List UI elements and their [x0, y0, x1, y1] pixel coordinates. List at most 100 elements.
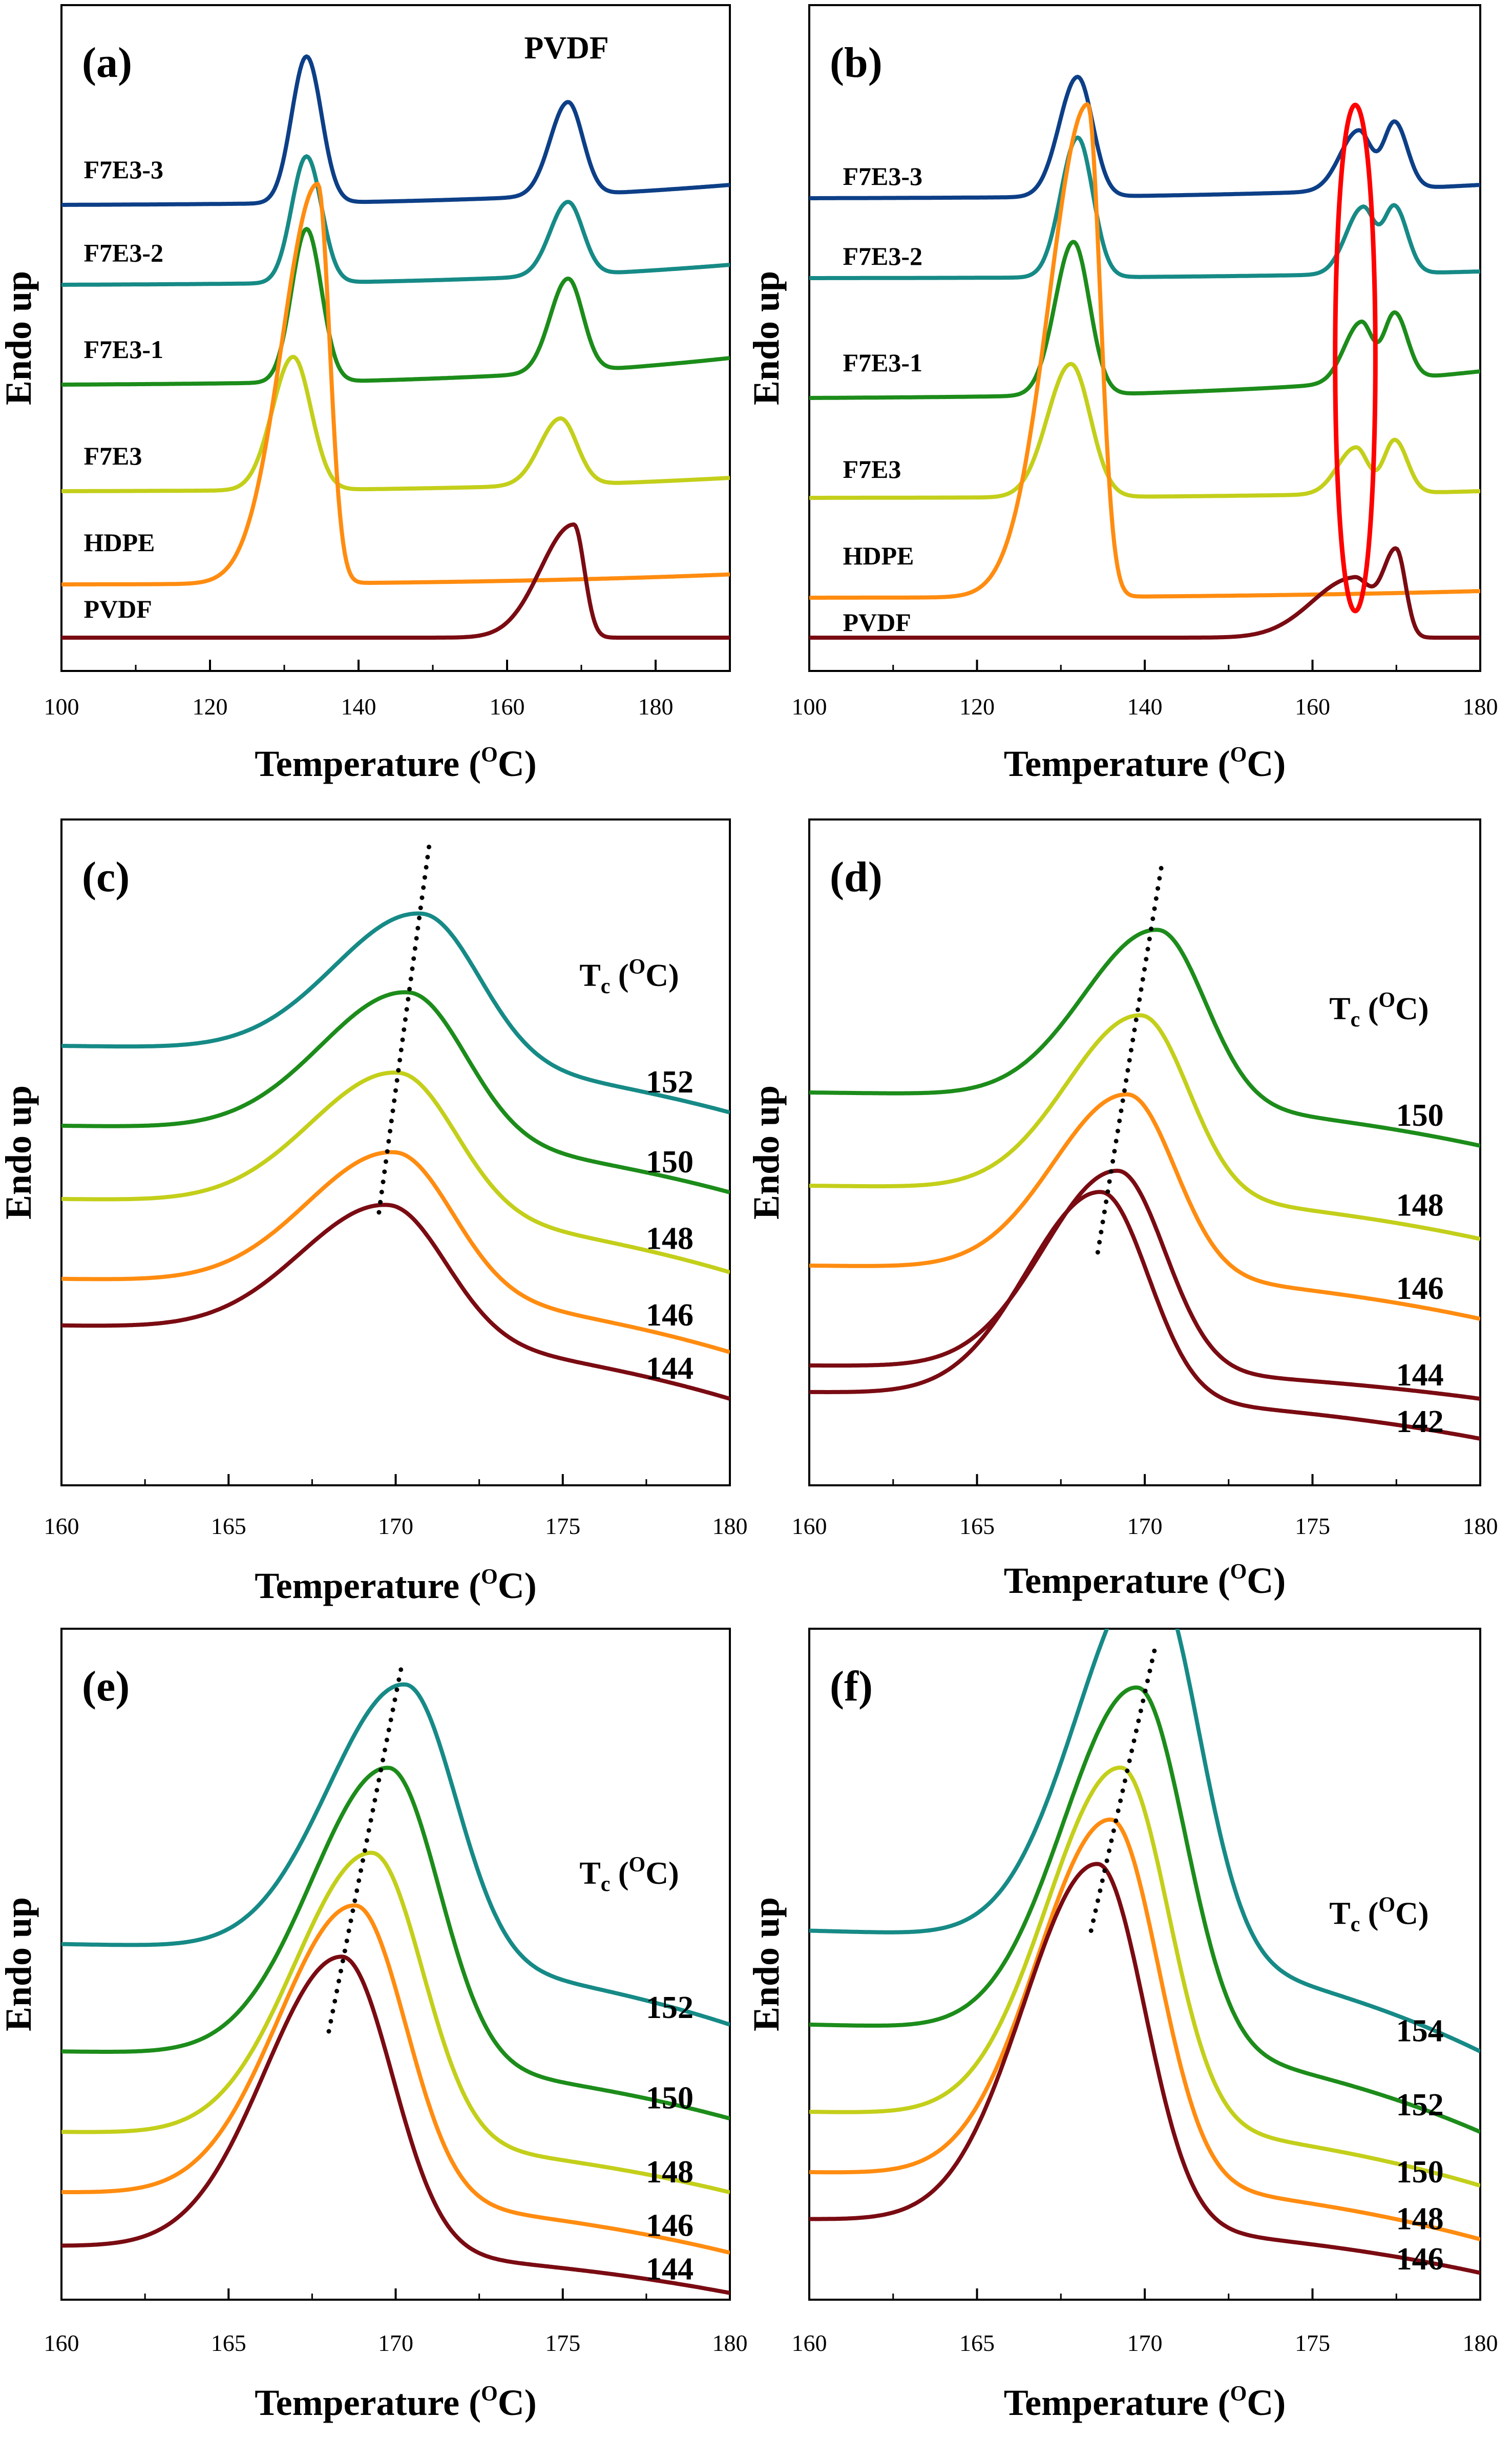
series-label: 148	[646, 1222, 694, 1256]
panel-f: 160 165 170 175 180 Temperature (OC) Endo up (f…	[746, 1628, 1498, 2423]
curves	[809, 75, 1480, 640]
series-line-150	[809, 928, 1480, 1148]
y-axis-label: Endo up	[0, 1085, 39, 1220]
x-tick-label: 140	[341, 693, 376, 720]
y-axis-label: Endo up	[0, 271, 39, 405]
x-tick-label: 180	[1463, 693, 1498, 720]
legend-title: Tc (OC)	[1329, 989, 1429, 1032]
series-line-hdpe	[61, 181, 730, 586]
panel-e: 160 165 170 175 180 Temperature (OC) Endo up (e…	[0, 1628, 748, 2423]
series-label: HDPE	[84, 528, 155, 557]
series-line-150	[61, 990, 730, 1194]
series-label: 146	[646, 1298, 694, 1333]
x-tick-label: 180	[712, 1513, 748, 1539]
y-axis-label: Endo up	[746, 1897, 787, 2031]
x-axis-label: Temperature (OC)	[1004, 743, 1286, 784]
series-line-144	[61, 1203, 730, 1401]
curves	[61, 911, 730, 1401]
series-line-f7e3-3	[61, 54, 730, 207]
series-label: F7E3	[84, 441, 142, 470]
series-label: 152	[1396, 2088, 1444, 2122]
x-tick-label: 180	[638, 693, 674, 720]
series-line-hdpe	[809, 102, 1480, 600]
series-line-142	[809, 1190, 1480, 1441]
series-label: 148	[1396, 2201, 1444, 2236]
curves	[61, 54, 730, 640]
x-tick-label: 160	[792, 1513, 827, 1539]
peak-trend-line	[326, 1660, 405, 2034]
series-line-pvdf	[809, 546, 1480, 640]
x-tick-label: 160	[490, 693, 525, 720]
y-axis-label: Endo up	[746, 271, 787, 405]
series-label: 144	[646, 1351, 694, 1386]
peak-trend-line	[376, 844, 432, 1215]
peak-trend-line	[1095, 864, 1164, 1255]
curves	[809, 928, 1480, 1441]
series-label: 150	[646, 1145, 694, 1180]
series-label: PVDF	[84, 595, 152, 623]
x-tick-label: 165	[959, 2330, 995, 2356]
x-tick-label: 165	[211, 2330, 246, 2356]
series-label: 150	[1396, 1098, 1444, 1133]
series-label: 154	[1396, 2014, 1444, 2049]
panel-c: 160 165 170 175 180 Temperature (OC) Endo up (c…	[0, 818, 748, 1606]
x-tick-label: 160	[792, 2330, 827, 2356]
x-tick-label: 170	[1127, 2330, 1163, 2356]
x-tick-label: 160	[44, 1513, 79, 1539]
peak-label: PVDF	[524, 31, 608, 66]
plot-frame	[60, 4, 731, 672]
x-tick-label: 175	[1295, 2330, 1330, 2356]
legend-title: Tc (OC)	[579, 1853, 679, 1896]
series-line-144	[61, 1954, 730, 2295]
series-label: 152	[646, 1990, 694, 2025]
x-tick-label: 180	[1463, 2330, 1498, 2356]
panel-label: (f)	[830, 1663, 873, 1710]
series-line-148	[809, 1817, 1480, 2241]
series-label: PVDF	[843, 608, 911, 637]
x-tick-label: 140	[1127, 693, 1163, 720]
x-tick-label: 170	[1127, 1513, 1163, 1539]
series-line-148	[809, 1013, 1480, 1241]
y-axis-label: Endo up	[746, 1085, 787, 1220]
x-axis-label: Temperature (OC)	[255, 1565, 537, 1606]
x-axis-label: Temperature (OC)	[255, 2382, 537, 2423]
series-label: 146	[646, 2209, 694, 2243]
plot-frame	[808, 1628, 1481, 2301]
series-label: HDPE	[843, 541, 914, 570]
series-label: 146	[1396, 1271, 1444, 1306]
curves	[809, 1629, 1480, 2275]
series-label: 144	[646, 2252, 694, 2287]
series-label: F7E3-3	[843, 162, 923, 191]
x-tick-label: 175	[545, 2330, 580, 2356]
x-tick-label: 180	[1463, 1513, 1498, 1539]
series-line-146	[61, 1150, 730, 1354]
panel-label: (c)	[82, 853, 130, 901]
x-axis-label: Temperature (OC)	[1004, 2382, 1286, 2423]
x-axis-label: Temperature (OC)	[255, 743, 537, 784]
x-tick-label: 170	[378, 2330, 413, 2356]
y-axis-label: Endo up	[0, 1897, 39, 2031]
series-label: 150	[646, 2081, 694, 2116]
peak-trend-line	[1088, 1646, 1158, 1933]
series-label: 150	[1396, 2155, 1444, 2190]
series-line-f7e3-1	[809, 240, 1480, 400]
series-line-152	[61, 1682, 730, 2027]
series-line-144	[809, 1168, 1480, 1401]
x-tick-label: 120	[959, 693, 995, 720]
series-label: F7E3	[843, 455, 901, 483]
series-line-f7e3	[61, 354, 730, 493]
panel-d: 160 165 170 175 180 Temperature (OC) Endo up (d…	[746, 818, 1498, 1601]
x-tick-label: 100	[792, 693, 827, 720]
x-tick-label: 175	[545, 1513, 580, 1539]
series-line-f7e3-2	[809, 135, 1480, 280]
series-line-150	[809, 1765, 1480, 2188]
panel-label: (b)	[830, 39, 883, 87]
x-tick-label: 175	[1295, 1513, 1330, 1539]
panel-a: 100 120 140 160 180 Temperature (OC) Endo up (a…	[0, 4, 731, 784]
highlight-ellipse	[1333, 102, 1378, 614]
series-label: 152	[646, 1065, 694, 1100]
x-tick-label: 180	[712, 2330, 748, 2356]
series-label: 148	[1396, 1188, 1444, 1223]
series-line-pvdf	[61, 522, 730, 640]
panel-label: (e)	[82, 1663, 130, 1710]
